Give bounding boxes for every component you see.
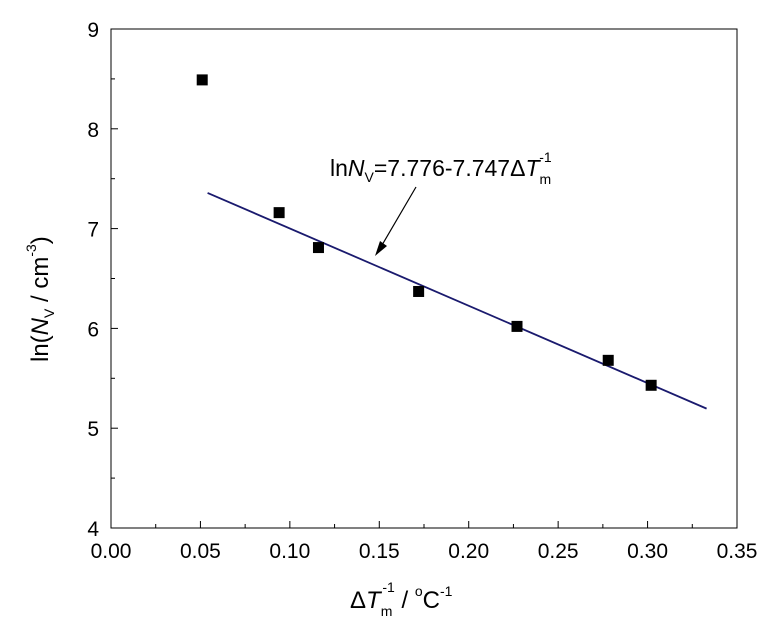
data-point [645,379,657,391]
y-axis-label: ln(NV / cm-3) [23,236,57,362]
x-tick-label: 0.25 [538,540,579,563]
x-tick-label: 0.05 [180,540,221,563]
x-tick-label: 0.20 [448,540,489,563]
y-tick-labels: 4 5 6 7 8 9 [87,19,99,541]
axis-ticks [110,28,738,529]
data-point [413,285,425,297]
x-tick-label: 0.00 [91,540,132,563]
x-tick-label: 0.10 [269,540,310,563]
data-point [312,242,324,254]
annotation-arrowhead [375,241,387,256]
y-tick-label: 6 [87,318,99,341]
x-tick-label: 0.15 [359,540,400,563]
y-tick-label: 7 [87,219,99,242]
data-points [196,74,657,391]
fit-line [207,192,707,410]
x-tick-label: 0.30 [627,540,668,563]
x-tick-labels: 0.00 0.05 0.10 0.15 0.20 0.25 0.30 0.35 [91,540,758,563]
data-point [511,320,523,332]
x-axis-label: ΔTm-1 / oC-1 [350,579,453,619]
plot-frame [110,28,738,529]
y-tick-label: 8 [87,119,99,142]
data-point [196,74,208,86]
y-tick-label: 5 [87,418,99,441]
annotation-arrow [377,186,417,253]
data-point [602,354,614,366]
y-tick-label: 9 [87,19,99,42]
fit-equation-annotation: lnNV=7.776-7.747ΔTm-1 [330,149,552,187]
data-point [273,207,285,219]
y-tick-label: 4 [87,518,99,541]
x-tick-label: 0.35 [717,540,758,563]
